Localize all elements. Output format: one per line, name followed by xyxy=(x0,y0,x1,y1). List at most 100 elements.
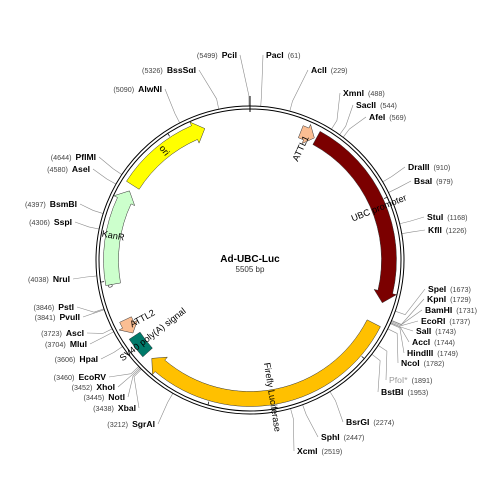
enzyme-position: (4644) xyxy=(51,153,72,162)
enzyme-bstbi: BstBI (1953) xyxy=(381,387,428,397)
enzyme-position: (3460) xyxy=(54,373,75,382)
feature-ori xyxy=(126,121,206,190)
enzyme-position: (4580) xyxy=(47,165,68,174)
enzyme-hpai: HpaI(3606) xyxy=(55,354,98,364)
enzyme-bamhi: BamHI (1731) xyxy=(425,305,477,315)
leader-stui xyxy=(399,216,425,225)
enzyme-name: AccI xyxy=(412,337,430,347)
enzyme-position: (229) xyxy=(331,66,348,75)
leader-pcii xyxy=(239,54,250,107)
enzyme-acli: AclI (229) xyxy=(311,65,348,75)
tick-mark-2000 xyxy=(361,356,365,359)
enzyme-sgrai: SgrAI (3212) xyxy=(107,419,155,429)
feature-sv40-poly-a-signal xyxy=(128,331,153,358)
leader-psti xyxy=(76,306,105,313)
leader-pflmi xyxy=(98,156,123,175)
tick-mark-3000 xyxy=(207,401,210,405)
feature-attl1 xyxy=(298,123,315,145)
enzyme-position: (544) xyxy=(380,101,397,110)
enzyme-name: AscI xyxy=(66,328,84,338)
enzyme-name: AseI xyxy=(72,164,90,174)
enzyme-position: (3846) xyxy=(33,303,54,312)
enzyme-bsss-i: BssSαI (5326) xyxy=(142,65,196,75)
enzyme-nrui: NruI (4038) xyxy=(28,274,70,284)
enzyme-name: StuI xyxy=(427,212,443,222)
enzyme-position: (4038) xyxy=(28,275,49,284)
feature-label-kanr: KanR xyxy=(101,229,126,243)
feature-label-attl1: ATTL1 xyxy=(290,134,310,163)
enzyme-name: XbaI xyxy=(118,403,136,413)
feature-label-attl2: ATTL2 xyxy=(128,308,156,330)
enzyme-psti: PstI (3846) xyxy=(33,302,74,312)
leader-xbai xyxy=(133,369,142,409)
enzyme-name: BstBI xyxy=(381,387,403,397)
enzyme-position: (2519) xyxy=(322,447,343,456)
enzyme-ecorv: EcoRV(3460) xyxy=(54,372,107,382)
enzyme-name: PstI xyxy=(58,302,74,312)
enzyme-name: PciI xyxy=(222,50,237,60)
enzyme-name: AclI xyxy=(311,65,327,75)
enzyme-position: (4306) xyxy=(29,218,50,227)
enzyme-position: (910) xyxy=(434,163,451,172)
plasmid-size: 5505 bp xyxy=(236,265,265,274)
leader-bstbi xyxy=(371,353,381,393)
leader-bsss-i xyxy=(198,69,220,110)
leader-sspi xyxy=(74,221,100,230)
enzyme-position: (569) xyxy=(389,113,406,122)
leader-bsrgi xyxy=(329,391,344,423)
leader-ecorv xyxy=(108,366,139,378)
enzyme-pfoi: PfoI* (1891) xyxy=(389,375,432,385)
enzyme-position: (1953) xyxy=(407,388,428,397)
enzyme-name: PfoI* xyxy=(389,375,408,385)
enzyme-sspi: SspI (4306) xyxy=(29,217,72,227)
enzyme-position: (1737) xyxy=(449,317,470,326)
enzyme-pvuii: PvuII(3841) xyxy=(35,312,80,322)
enzyme-labels: PciI (5499) PacI (61) AclI (229) BssSαI (5326) A… xyxy=(25,50,477,456)
leader-asei xyxy=(92,168,117,185)
tick-mark-1000 xyxy=(383,197,387,199)
enzyme-position: (1891) xyxy=(412,376,433,385)
leader-xmni xyxy=(331,92,341,130)
enzyme-paci: PacI (61) xyxy=(266,50,300,60)
enzyme-position: (1749) xyxy=(437,349,458,358)
enzyme-xcmi: XcmI (2519) xyxy=(297,446,342,456)
enzyme-xbai: XbaI (3438) xyxy=(93,403,136,413)
feature-label-ori: ori xyxy=(157,143,171,157)
enzyme-position: (1744) xyxy=(434,338,455,347)
enzyme-pflmi: PflMI(4644) xyxy=(51,152,96,162)
enzyme-position: (3606) xyxy=(55,355,76,364)
enzyme-position: (488) xyxy=(368,89,385,98)
leader-sacii xyxy=(339,104,354,135)
enzyme-asei: AseI (4580) xyxy=(47,164,90,174)
enzyme-name: PvuII xyxy=(59,312,80,322)
enzyme-name: NotI xyxy=(108,392,125,402)
enzyme-position: (5326) xyxy=(142,66,163,75)
enzyme-name: XmnI xyxy=(343,88,364,98)
leader-bamhi xyxy=(391,309,423,326)
enzyme-acci: AccI (1744) xyxy=(412,337,455,347)
leader-spei xyxy=(395,288,426,316)
feature-kanr xyxy=(103,190,136,286)
enzyme-afei: AfeI (569) xyxy=(369,112,406,122)
leader-noti xyxy=(127,368,141,398)
enzyme-spei: SpeI (1673) xyxy=(428,284,471,294)
enzyme-name: NruI xyxy=(53,274,70,284)
enzyme-position: (5499) xyxy=(197,51,218,60)
enzyme-noti: NotI(3445) xyxy=(84,392,126,402)
feature-attl2 xyxy=(118,316,138,334)
enzyme-name: PflMI xyxy=(75,152,96,162)
enzyme-position: (1168) xyxy=(447,213,467,222)
enzyme-name: SacII xyxy=(356,100,376,110)
enzyme-position: (3723) xyxy=(41,329,62,338)
enzyme-sacii: SacII (544) xyxy=(356,100,397,110)
leader-afei xyxy=(342,116,367,138)
enzyme-name: BamHI xyxy=(425,305,452,315)
enzyme-name: XhoI xyxy=(96,382,115,392)
enzyme-sali: SalI (1743) xyxy=(416,326,456,336)
leader-ecori xyxy=(391,320,419,327)
enzyme-ecori: EcoRI (1737) xyxy=(421,316,470,326)
enzyme-hindiii: HindIII (1749) xyxy=(407,348,458,358)
enzyme-name: AlwNI xyxy=(138,84,162,94)
enzyme-name: HindIII xyxy=(407,348,433,358)
